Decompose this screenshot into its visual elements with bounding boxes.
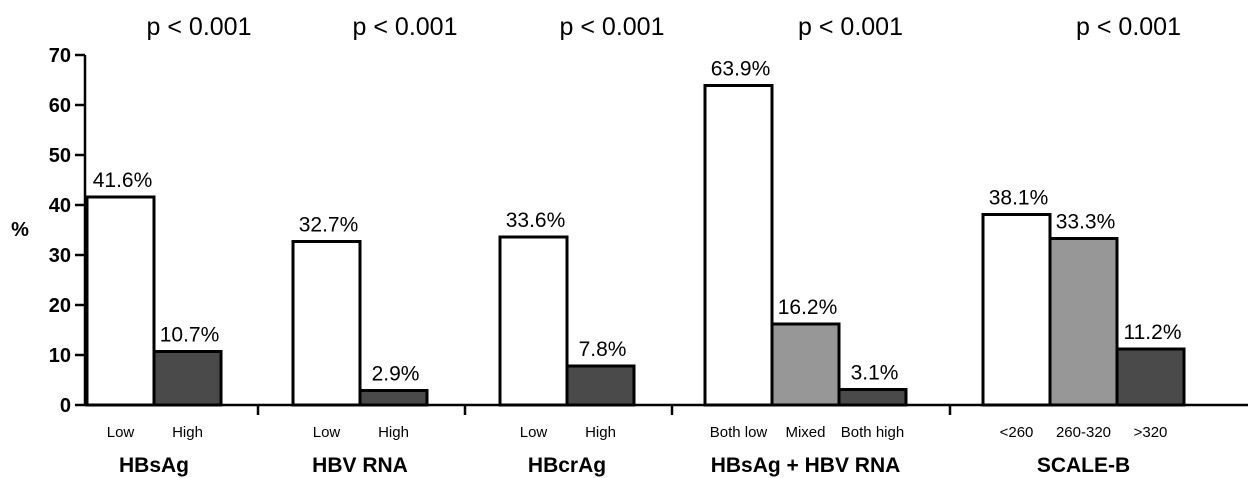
x-tick-label: Both low (710, 424, 768, 441)
y-tick-label: 10 (49, 345, 71, 367)
y-tick-label: 60 (49, 95, 71, 117)
bar (1048, 237, 1119, 407)
x-tick-label: Low (313, 424, 341, 441)
bar (291, 240, 362, 407)
bar (565, 364, 636, 407)
x-tick-label: >320 (1134, 424, 1168, 441)
p-value-annotation: p < 0.001 (560, 13, 665, 41)
y-axis: 0 10 20 30 40 50 60 70 (49, 45, 87, 417)
data-label: 63.9% (711, 58, 771, 81)
bar (770, 322, 841, 407)
data-label: 33.3% (1056, 211, 1116, 234)
data-label: 10.7% (160, 324, 220, 347)
x-tick-label: High (585, 424, 616, 441)
p-value-annotation: p < 0.001 (147, 13, 252, 41)
y-tick-label: 30 (49, 245, 71, 267)
data-label: 32.7% (299, 214, 359, 237)
x-tick-label: Both high (841, 424, 904, 441)
bar (498, 235, 569, 407)
group-label: HBcrAg (528, 454, 606, 477)
data-label: 11.2% (1124, 321, 1182, 344)
y-tick-label: 40 (49, 195, 71, 217)
data-label: 41.6% (93, 169, 153, 192)
bar (837, 388, 908, 407)
x-tick-label: Mixed (785, 424, 825, 441)
bar (703, 84, 774, 407)
x-axis: Low High HBsAg Low High HBV RNA Low High HBcrAg B… (85, 403, 1248, 477)
y-tick-label: 20 (49, 295, 71, 317)
bar (85, 195, 156, 407)
x-tick-label: <260 (1000, 424, 1034, 441)
bar (152, 350, 223, 407)
y-tick-label: 0 (60, 395, 71, 417)
data-label: 2.9% (372, 363, 420, 386)
y-axis-label: % (11, 219, 29, 241)
group-label: HBsAg + HBV RNA (711, 454, 901, 477)
x-tick-label: Low (520, 424, 548, 441)
data-label: 3.1% (851, 362, 899, 385)
y-tick-label: 70 (49, 45, 71, 67)
data-label: 33.6% (506, 209, 566, 232)
x-tick-label: Low (107, 424, 135, 441)
bar (1115, 347, 1186, 407)
bar (981, 213, 1052, 407)
group-label: SCALE-B (1037, 454, 1130, 477)
data-label: 7.8% (579, 338, 627, 361)
x-tick-label: High (172, 424, 203, 441)
bar (358, 389, 429, 407)
group-label: HBsAg (119, 454, 189, 477)
p-value-annotation: p < 0.001 (1076, 13, 1181, 41)
group-label: HBV RNA (312, 454, 408, 477)
y-tick-label: 50 (49, 145, 71, 167)
data-label: 38.1% (989, 187, 1049, 210)
bars (85, 84, 1186, 407)
p-value-annotation: p < 0.001 (798, 13, 903, 41)
p-value-annotation: p < 0.001 (353, 13, 458, 41)
data-labels: 41.6% 10.7% p < 0.001 32.7% 2.9% p < 0.001 33.… (93, 13, 1182, 386)
x-tick-label: 260-320 (1056, 424, 1111, 441)
x-tick-label: High (378, 424, 409, 441)
data-label: 16.2% (778, 296, 838, 319)
